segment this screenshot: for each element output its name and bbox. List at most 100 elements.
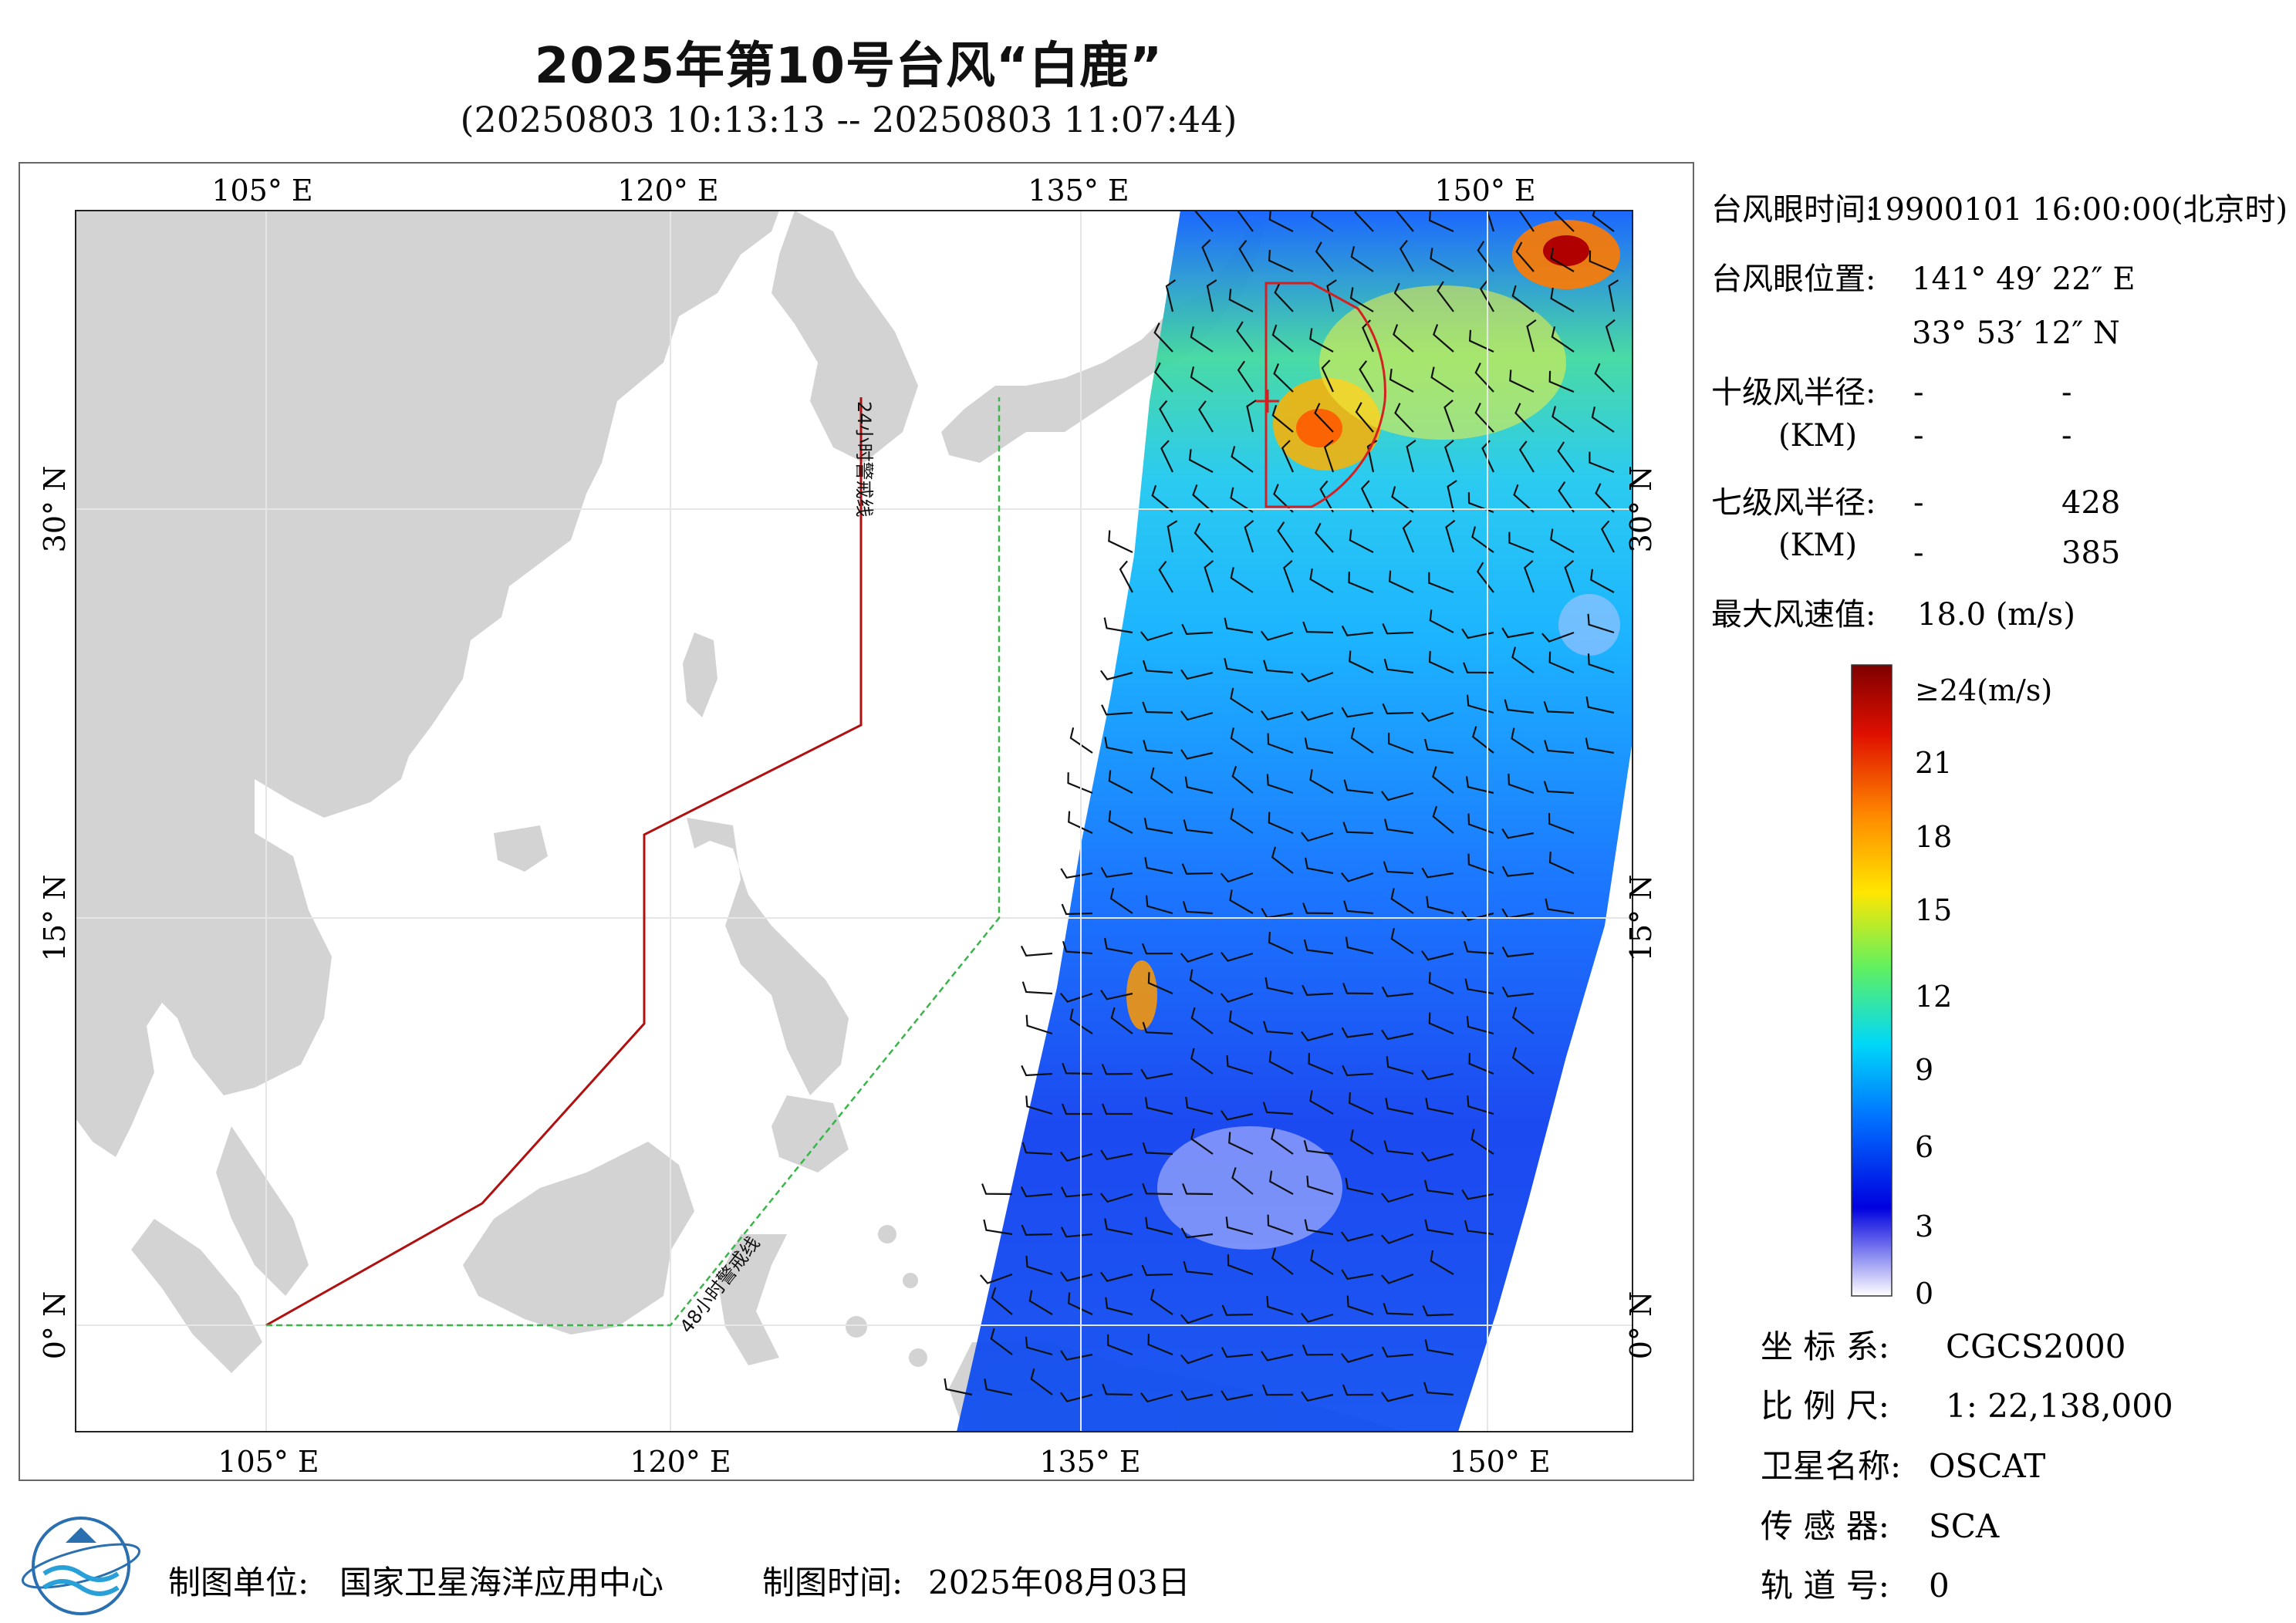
typhoon-eye-marker <box>1256 390 1279 413</box>
wind-barb <box>1348 572 1374 594</box>
legend-tick-9: 9 <box>1915 1053 1933 1087</box>
wind-barb <box>1144 1097 1173 1115</box>
wind-barb <box>1228 1010 1254 1034</box>
wind-barb <box>1513 484 1535 513</box>
wind-barb <box>1428 211 1454 232</box>
wind-barb <box>1268 812 1294 835</box>
wind-barb <box>1305 857 1334 875</box>
wind-barb <box>1190 1007 1214 1034</box>
wind-barb <box>1380 1233 1414 1244</box>
wind-barb <box>1554 211 1575 232</box>
wind-barb <box>1564 559 1575 593</box>
wind-barb <box>1180 749 1214 760</box>
wind-barb <box>1263 1021 1294 1035</box>
wind-barb <box>1383 658 1414 674</box>
wind-barb <box>1110 1007 1133 1034</box>
wind-barb <box>1443 399 1455 433</box>
wind-barb <box>1514 403 1535 433</box>
wind-barb <box>1390 888 1414 914</box>
wind-barb <box>1471 526 1494 553</box>
wind-barb <box>1476 562 1494 593</box>
wind-barb <box>1301 1391 1334 1402</box>
sulawesi <box>718 1234 787 1365</box>
wind-barb <box>1341 1027 1374 1038</box>
wind-barb <box>1165 279 1177 312</box>
wind-barb <box>1447 480 1457 513</box>
lat-label-left-0: 0° N <box>38 1291 72 1360</box>
wind-barb <box>991 1287 1013 1315</box>
wind-barb <box>1190 1128 1214 1155</box>
wind-barb <box>1341 1269 1374 1281</box>
wind-barb <box>1302 903 1334 915</box>
wind-barb <box>1509 369 1535 393</box>
wind-barb <box>1511 1047 1535 1075</box>
wind-barb <box>1544 740 1575 754</box>
wind-barb <box>1182 1183 1214 1196</box>
wind-barb <box>1140 1068 1173 1080</box>
wind-barb <box>1551 326 1575 353</box>
wind-barb <box>1541 631 1575 643</box>
taiwan <box>683 633 718 717</box>
wind-barb <box>1230 687 1254 714</box>
r7-label: 七级风半径: <box>1711 485 1876 521</box>
wind-barb <box>1194 211 1214 232</box>
wind-barb <box>1271 1128 1294 1155</box>
wind-barb <box>1349 1129 1374 1155</box>
lat-label-right-30: 30° N <box>1624 466 1658 553</box>
wind-barb <box>1349 287 1374 312</box>
lat-label-left-30: 30° N <box>38 466 72 553</box>
wind-barb <box>1267 1214 1294 1236</box>
wind-barb <box>1319 480 1334 513</box>
wind-barb <box>1355 402 1374 433</box>
wind-barb <box>1261 710 1294 721</box>
wind-barb <box>1386 1056 1414 1075</box>
wind-barb <box>1445 519 1456 553</box>
wind-barb <box>1349 650 1374 673</box>
wind-barbs <box>944 211 1619 1403</box>
wind-barb <box>1428 972 1454 995</box>
wind-barb <box>1021 981 1053 995</box>
sensor-label: 传 感 器: <box>1761 1507 1889 1545</box>
wind-barb <box>1314 522 1334 553</box>
wind-barb <box>1104 1218 1133 1236</box>
wind-barb <box>1060 1271 1093 1282</box>
map-border <box>75 210 1633 1432</box>
wind-barb <box>1468 1052 1494 1075</box>
wind-barb <box>1201 239 1214 272</box>
lat-label-right-15: 15° N <box>1624 875 1658 962</box>
producer-label: 制图单位: <box>168 1564 309 1601</box>
wind-barb <box>1342 1384 1374 1396</box>
producer-value: 国家卫星海洋应用中心 <box>339 1564 663 1601</box>
wind-barb <box>1543 700 1575 714</box>
wind-barb <box>1069 727 1093 754</box>
wind-barb <box>1109 887 1133 914</box>
wind-barb <box>1600 520 1615 553</box>
wind-barb <box>1147 972 1173 995</box>
wind-barb <box>1359 360 1374 393</box>
wind-barb <box>1021 1065 1053 1077</box>
wind-barb <box>1508 773 1535 795</box>
wind-barb <box>1025 1336 1053 1356</box>
wind-barb <box>1511 285 1535 312</box>
wind-barb <box>1140 1392 1173 1403</box>
wind-barb <box>1548 651 1575 674</box>
wind-barb <box>1101 1064 1133 1075</box>
orbit-label: 轨 道 号: <box>1761 1567 1889 1604</box>
eye-position-label: 台风眼位置: <box>1711 262 1876 297</box>
wind-barb <box>1103 937 1133 955</box>
wind-barb <box>1224 657 1254 674</box>
r7-value-4: 385 <box>2061 535 2120 571</box>
wind-barb <box>1180 669 1214 680</box>
wind-barb <box>1268 249 1294 272</box>
wind-barb <box>1304 1219 1334 1236</box>
wind-barb <box>1464 1220 1494 1236</box>
date-value: 2025年08月03日 <box>928 1564 1190 1601</box>
wind-barb <box>1268 931 1294 955</box>
wind-barb <box>1422 1304 1454 1317</box>
wind-barb <box>1515 241 1535 272</box>
wind-barb <box>1062 1062 1093 1075</box>
wind-barb <box>1304 737 1334 754</box>
wind-barb <box>1349 529 1374 553</box>
footer: 制图单位: 国家卫星海洋应用中心 制图时间: 2025年08月03日 <box>168 1564 1190 1601</box>
wind-barb <box>1303 1140 1334 1156</box>
